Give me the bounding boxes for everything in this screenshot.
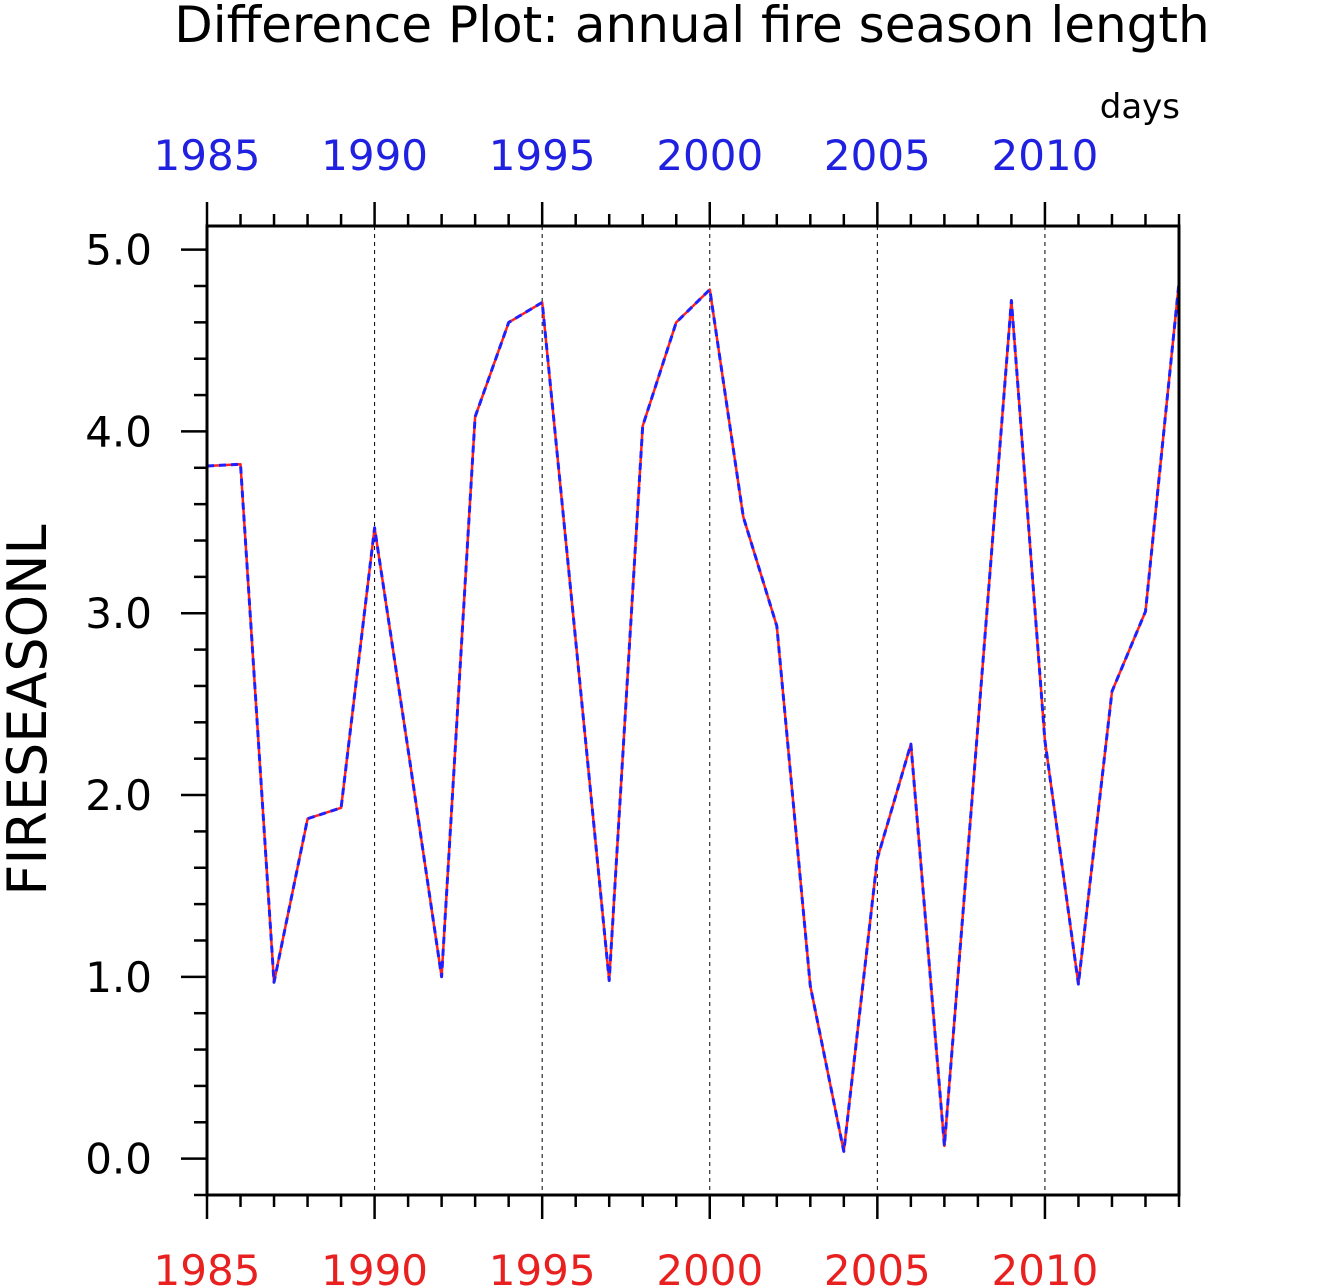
y-axis-label: FIRESEASONL (0, 524, 59, 895)
y-tick-label: 0.0 (85, 1135, 152, 1184)
x-tick-label-bottom: 1985 (154, 1246, 261, 1287)
grid-lines (374, 226, 1046, 1195)
plot-frame (205, 224, 1181, 1197)
x-tick-label-top: 2010 (991, 131, 1098, 180)
y-tick-label: 4.0 (85, 407, 152, 456)
y-tick-label: 3.0 (85, 589, 152, 638)
axes: 1985 1985 1990 1990 1995 1995 2000 2000 2005 2005… (85, 131, 1181, 1287)
x-tick-label-bottom: 2000 (656, 1246, 763, 1287)
y-tick-label: 2.0 (85, 771, 152, 820)
series-line-2 (206, 282, 1181, 1153)
data-series (206, 282, 1181, 1153)
x-tick-label-bottom: 2010 (991, 1246, 1098, 1287)
x-tick-label-top: 2005 (824, 131, 931, 180)
x-tick-label-top: 1995 (489, 131, 596, 180)
x-tick-label-top: 1990 (321, 131, 428, 180)
units-label: days (1100, 87, 1180, 127)
x-tick-label-bottom: 1995 (489, 1246, 596, 1287)
x-tick-label-bottom: 2005 (824, 1246, 931, 1287)
x-tick-label-top: 1985 (154, 131, 261, 180)
y-tick-label: 1.0 (85, 953, 152, 1002)
chart-title: Difference Plot: annual fire season leng… (174, 0, 1209, 54)
x-tick-label-top: 2000 (656, 131, 763, 180)
x-tick-label-bottom: 1990 (321, 1246, 428, 1287)
y-tick-label: 5.0 (85, 226, 152, 275)
